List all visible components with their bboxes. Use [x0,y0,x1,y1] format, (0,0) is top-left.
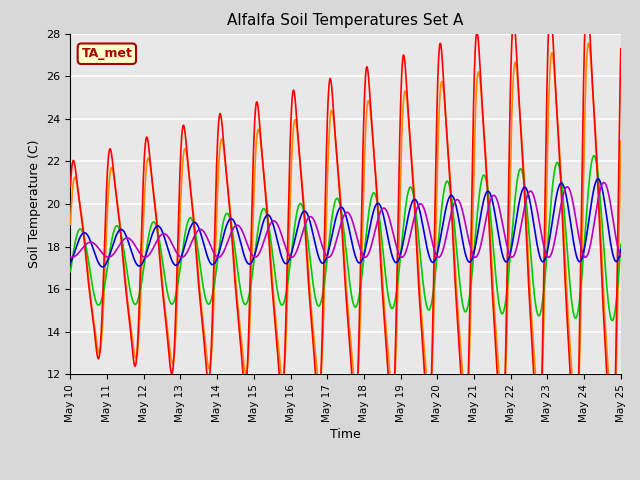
Title: Alfalfa Soil Temperatures Set A: Alfalfa Soil Temperatures Set A [227,13,464,28]
Legend: -2cm, -4cm, -8cm, -16cm, -32cm: -2cm, -4cm, -8cm, -16cm, -32cm [157,476,534,480]
Y-axis label: Soil Temperature (C): Soil Temperature (C) [28,140,41,268]
Text: TA_met: TA_met [81,47,132,60]
X-axis label: Time: Time [330,428,361,441]
